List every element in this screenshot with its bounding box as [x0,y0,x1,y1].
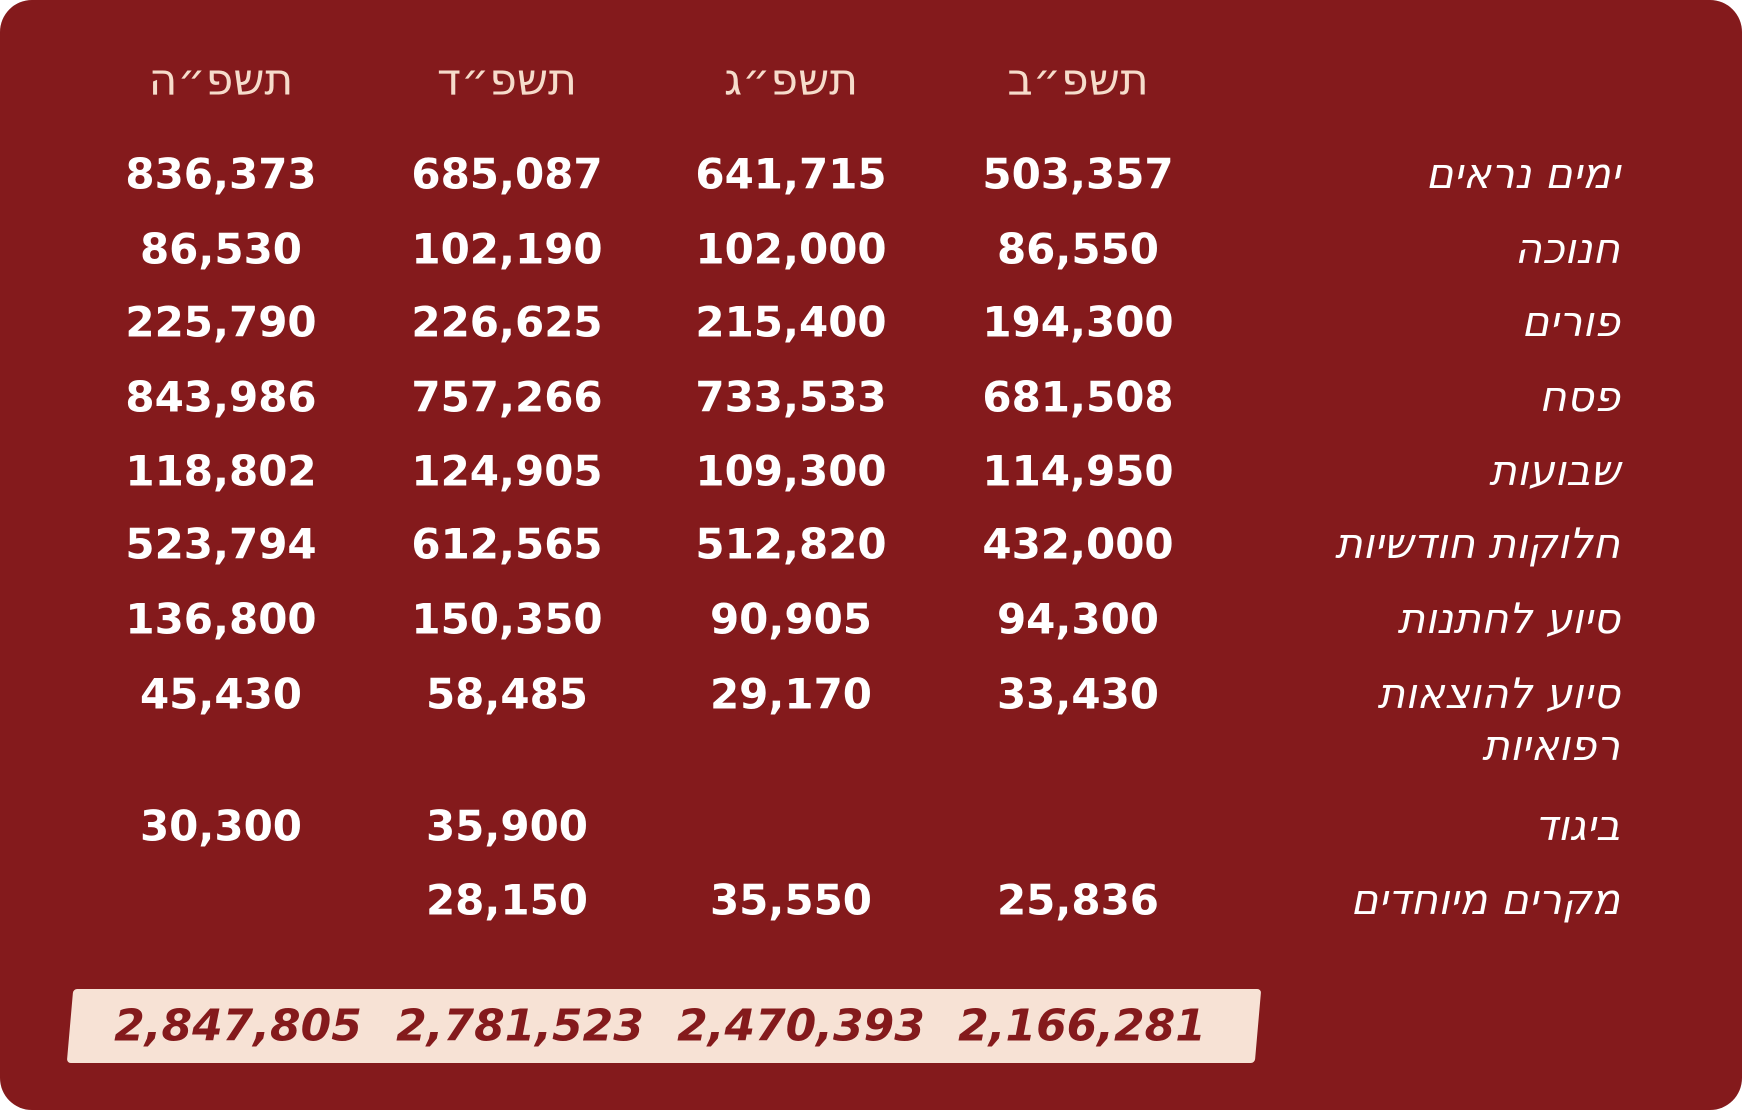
value-cell: 30,300 [139,801,303,851]
row-label: חנוכה [1514,224,1620,273]
value-cell: 641,715 [695,149,887,199]
row-label: פסח [1539,372,1620,421]
column-header: תשפ״ב [1007,54,1149,106]
value-cell: 432,000 [982,519,1174,569]
value-cell: 215,400 [695,297,887,347]
row-label: פורים [1521,297,1620,346]
value-cell: 58,485 [425,669,589,719]
row-label: סיוע לחתנות [1397,594,1620,643]
row-label: סיוע להוצאות רפואיות [1377,669,1620,770]
value-cell: 118,802 [125,446,317,496]
row-label: ביגוד [1534,801,1620,850]
value-cell: 102,000 [695,224,887,274]
value-cell: 226,625 [411,297,603,347]
column-header: תשפ״ג [723,54,859,106]
value-cell: 94,300 [996,594,1160,644]
value-cell: 25,836 [996,875,1160,925]
total-cell: 2,166,281 [958,1000,1206,1052]
value-cell: 612,565 [411,519,603,569]
total-cell: 2,847,805 [114,1000,362,1052]
value-cell: 35,550 [709,875,873,925]
value-cell: 503,357 [982,149,1174,199]
row-label: שבועות [1489,446,1620,495]
value-cell: 102,190 [411,224,603,274]
value-cell: 836,373 [125,149,317,199]
value-cell: 757,266 [411,372,603,422]
value-cell: 29,170 [709,669,873,719]
value-cell: 136,800 [125,594,317,644]
value-cell: 225,790 [125,297,317,347]
value-cell: 150,350 [411,594,603,644]
value-cell: 35,900 [425,801,589,851]
total-cell: 2,781,523 [396,1000,644,1052]
value-cell: 109,300 [695,446,887,496]
value-cell: 86,550 [996,224,1160,274]
value-cell: 685,087 [411,149,603,199]
value-cell: 33,430 [996,669,1160,719]
value-cell: 681,508 [982,372,1174,422]
row-label: ימים נראים [1425,149,1620,198]
value-cell: 194,300 [982,297,1174,347]
value-cell: 843,986 [125,372,317,422]
column-header: תשפ״ה [148,54,294,106]
column-header: תשפ״ד [437,54,577,106]
value-cell: 90,905 [709,594,873,644]
total-cell: 2,470,393 [677,1000,925,1052]
row-label: מקרים מיוחדים [1350,875,1620,924]
row-label: חלוקות חודשיות [1335,519,1620,568]
value-cell: 512,820 [695,519,887,569]
value-cell: 523,794 [125,519,317,569]
value-cell: 28,150 [425,875,589,925]
value-cell: 45,430 [139,669,303,719]
value-cell: 124,905 [411,446,603,496]
value-cell: 114,950 [982,446,1174,496]
value-cell: 733,533 [695,372,887,422]
value-cell: 86,530 [139,224,303,274]
